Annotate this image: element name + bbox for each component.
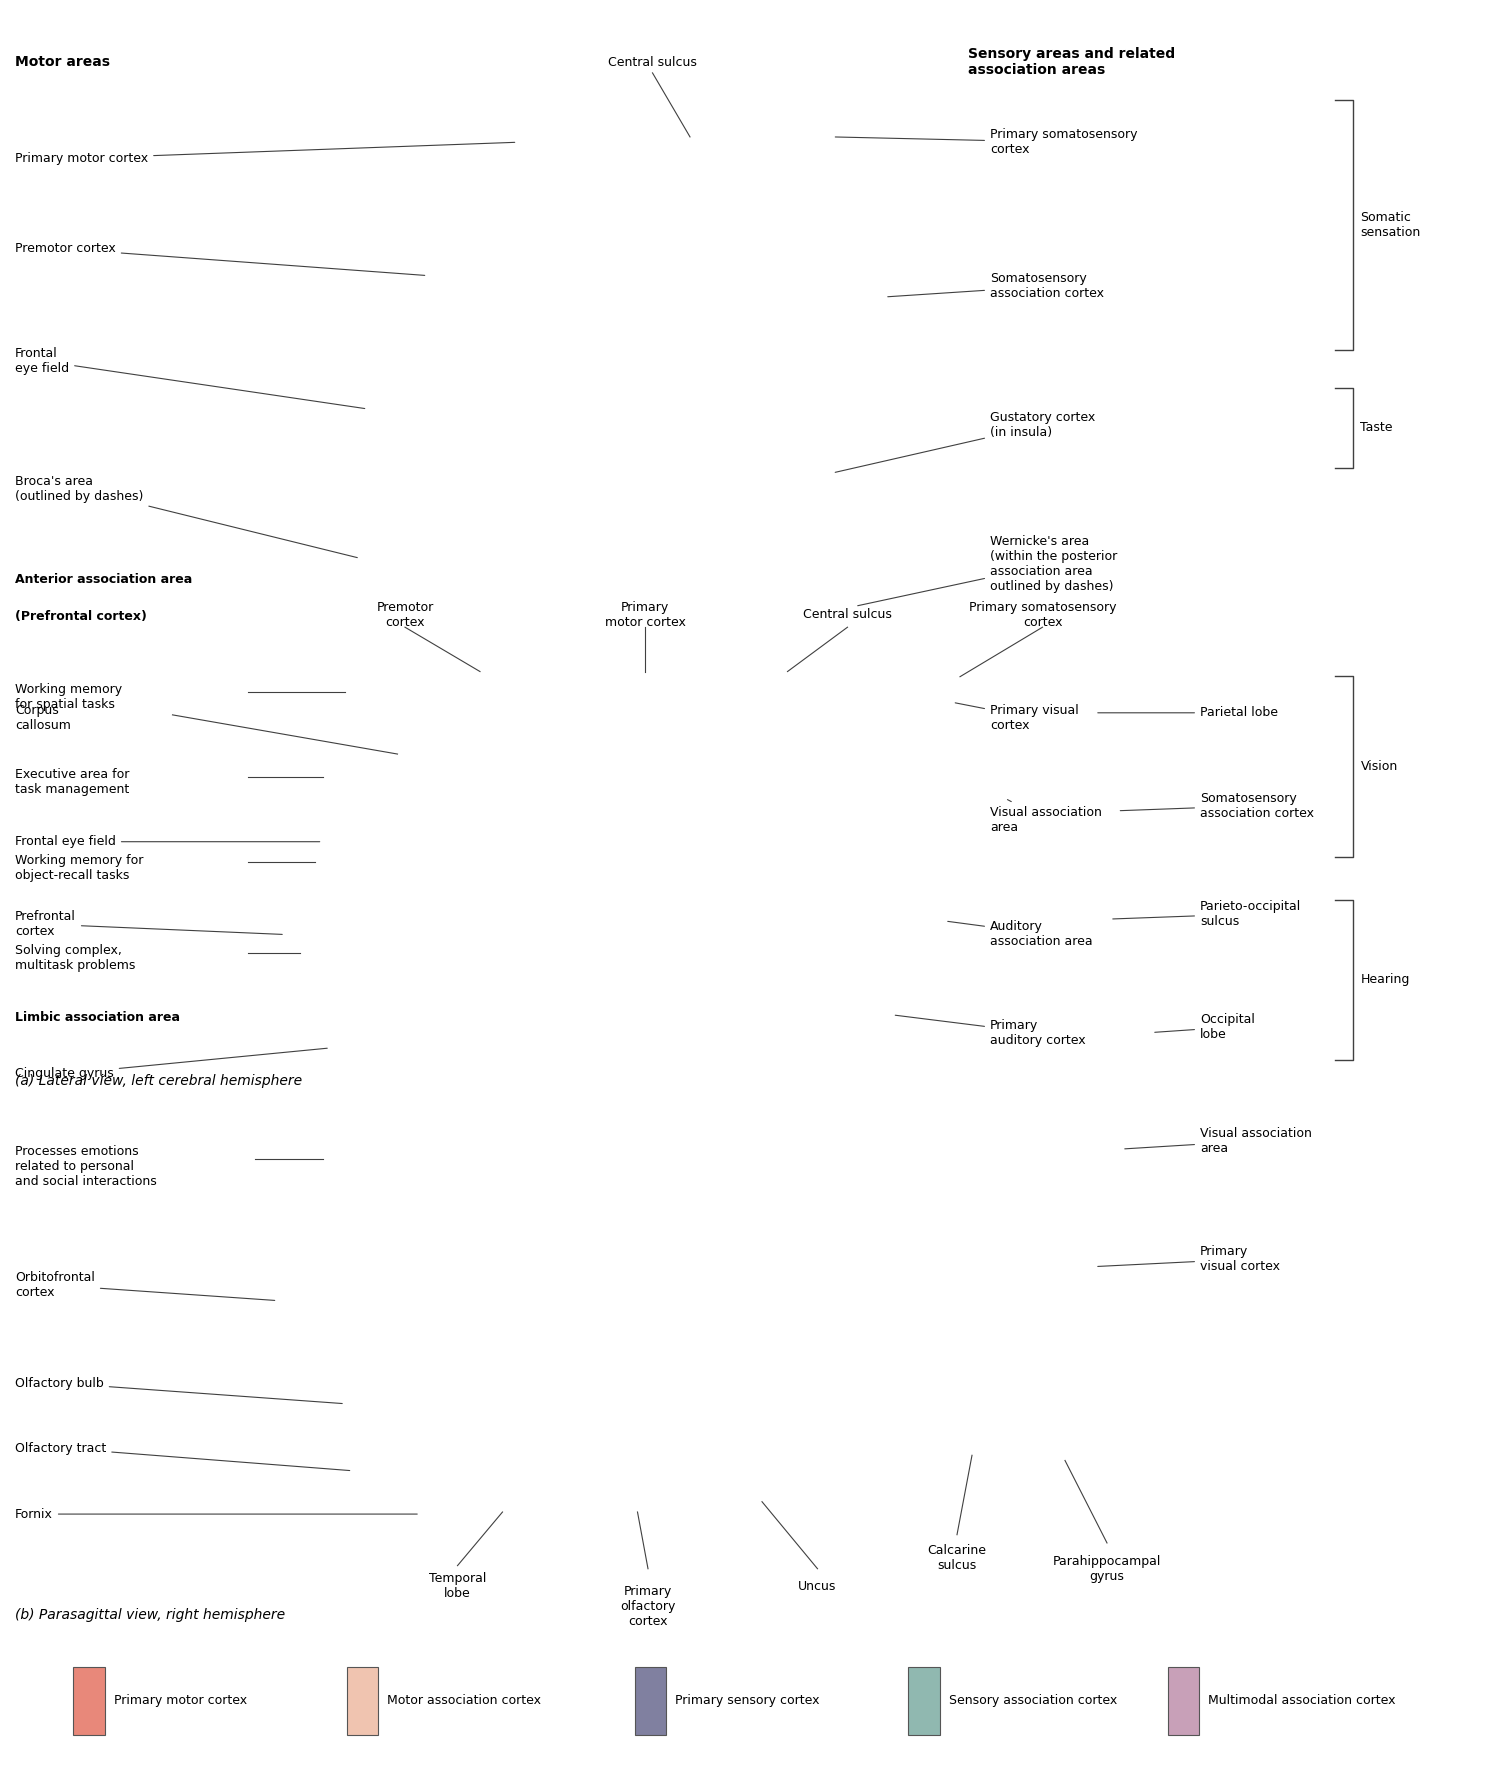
- Text: Primary somatosensory
cortex: Primary somatosensory cortex: [969, 601, 1116, 629]
- Text: Somatosensory
association cortex: Somatosensory association cortex: [888, 272, 1104, 300]
- Bar: [346, 1668, 378, 1735]
- Text: Primary
visual cortex: Primary visual cortex: [1098, 1245, 1280, 1273]
- Text: Anterior association area: Anterior association area: [15, 573, 192, 587]
- Text: Primary
auditory cortex: Primary auditory cortex: [896, 1015, 1086, 1047]
- Text: (a) Lateral view, left cerebral hemisphere: (a) Lateral view, left cerebral hemisphe…: [15, 1074, 302, 1088]
- Text: Calcarine
sulcus: Calcarine sulcus: [927, 1545, 987, 1572]
- Text: Central sulcus: Central sulcus: [608, 55, 698, 69]
- Text: Primary motor cortex: Primary motor cortex: [114, 1694, 246, 1707]
- Text: Visual association
area: Visual association area: [990, 800, 1102, 834]
- Text: Executive area for
task management: Executive area for task management: [15, 768, 129, 797]
- Text: Frontal eye field: Frontal eye field: [15, 836, 320, 848]
- Text: Primary motor cortex: Primary motor cortex: [15, 142, 514, 165]
- Text: Sensory association cortex: Sensory association cortex: [948, 1694, 1118, 1707]
- Text: Working memory for
object-recall tasks: Working memory for object-recall tasks: [15, 853, 144, 882]
- Text: Parieto-occipital
sulcus: Parieto-occipital sulcus: [1113, 900, 1300, 928]
- Bar: [634, 1668, 666, 1735]
- Text: (Prefrontal cortex): (Prefrontal cortex): [15, 610, 147, 624]
- Text: Solving complex,
multitask problems: Solving complex, multitask problems: [15, 944, 135, 973]
- Text: Somatosensory
association cortex: Somatosensory association cortex: [1120, 791, 1314, 820]
- Text: Primary
motor cortex: Primary motor cortex: [604, 601, 686, 629]
- Text: Sensory areas and related
association areas: Sensory areas and related association ar…: [968, 48, 1174, 76]
- Text: Broca's area
(outlined by dashes): Broca's area (outlined by dashes): [15, 475, 357, 558]
- Text: Premotor
cortex: Premotor cortex: [376, 601, 433, 629]
- Bar: [74, 1668, 105, 1735]
- Text: Multimodal association cortex: Multimodal association cortex: [1208, 1694, 1395, 1707]
- Text: Primary
olfactory
cortex: Primary olfactory cortex: [621, 1586, 675, 1629]
- Text: (b) Parasagittal view, right hemisphere: (b) Parasagittal view, right hemisphere: [15, 1607, 285, 1622]
- Text: Uncus: Uncus: [798, 1581, 837, 1593]
- Text: Parahippocampal
gyrus: Parahippocampal gyrus: [1053, 1554, 1161, 1582]
- Text: Olfactory bulb: Olfactory bulb: [15, 1376, 342, 1403]
- Text: Occipital
lobe: Occipital lobe: [1155, 1013, 1256, 1042]
- Text: Temporal
lobe: Temporal lobe: [429, 1572, 486, 1600]
- Text: Auditory
association area: Auditory association area: [948, 919, 1092, 948]
- Text: Gustatory cortex
(in insula): Gustatory cortex (in insula): [836, 411, 1095, 473]
- Text: Premotor cortex: Premotor cortex: [15, 242, 424, 276]
- Text: Motor areas: Motor areas: [15, 55, 110, 69]
- Text: Central sulcus: Central sulcus: [802, 608, 892, 621]
- Text: Primary somatosensory
cortex: Primary somatosensory cortex: [836, 128, 1137, 156]
- Text: Prefrontal
cortex: Prefrontal cortex: [15, 910, 282, 939]
- Text: Primary visual
cortex: Primary visual cortex: [956, 702, 1078, 733]
- Text: Primary sensory cortex: Primary sensory cortex: [675, 1694, 819, 1707]
- Text: Taste: Taste: [1360, 421, 1394, 434]
- Text: Motor association cortex: Motor association cortex: [387, 1694, 542, 1707]
- Bar: [1167, 1668, 1200, 1735]
- Text: Corpus
callosum: Corpus callosum: [15, 704, 70, 733]
- Bar: [909, 1668, 940, 1735]
- Text: Orbitofrontal
cortex: Orbitofrontal cortex: [15, 1271, 274, 1300]
- Text: Frontal
eye field: Frontal eye field: [15, 347, 364, 409]
- Text: Cingulate gyrus: Cingulate gyrus: [15, 1049, 327, 1081]
- Text: Limbic association area: Limbic association area: [15, 1010, 180, 1024]
- Text: Parietal lobe: Parietal lobe: [1098, 706, 1278, 720]
- Text: Hearing: Hearing: [1360, 973, 1410, 987]
- Text: Visual association
area: Visual association area: [1125, 1127, 1312, 1154]
- Text: Fornix: Fornix: [15, 1508, 417, 1520]
- Text: Working memory
for spatial tasks: Working memory for spatial tasks: [15, 683, 122, 711]
- Text: Olfactory tract: Olfactory tract: [15, 1442, 350, 1470]
- Text: Wernicke's area
(within the posterior
association area
outlined by dashes): Wernicke's area (within the posterior as…: [858, 535, 1118, 606]
- Text: Somatic
sensation: Somatic sensation: [1360, 212, 1420, 238]
- Text: Vision: Vision: [1360, 759, 1398, 773]
- Text: Processes emotions
related to personal
and social interactions: Processes emotions related to personal a…: [15, 1145, 156, 1188]
